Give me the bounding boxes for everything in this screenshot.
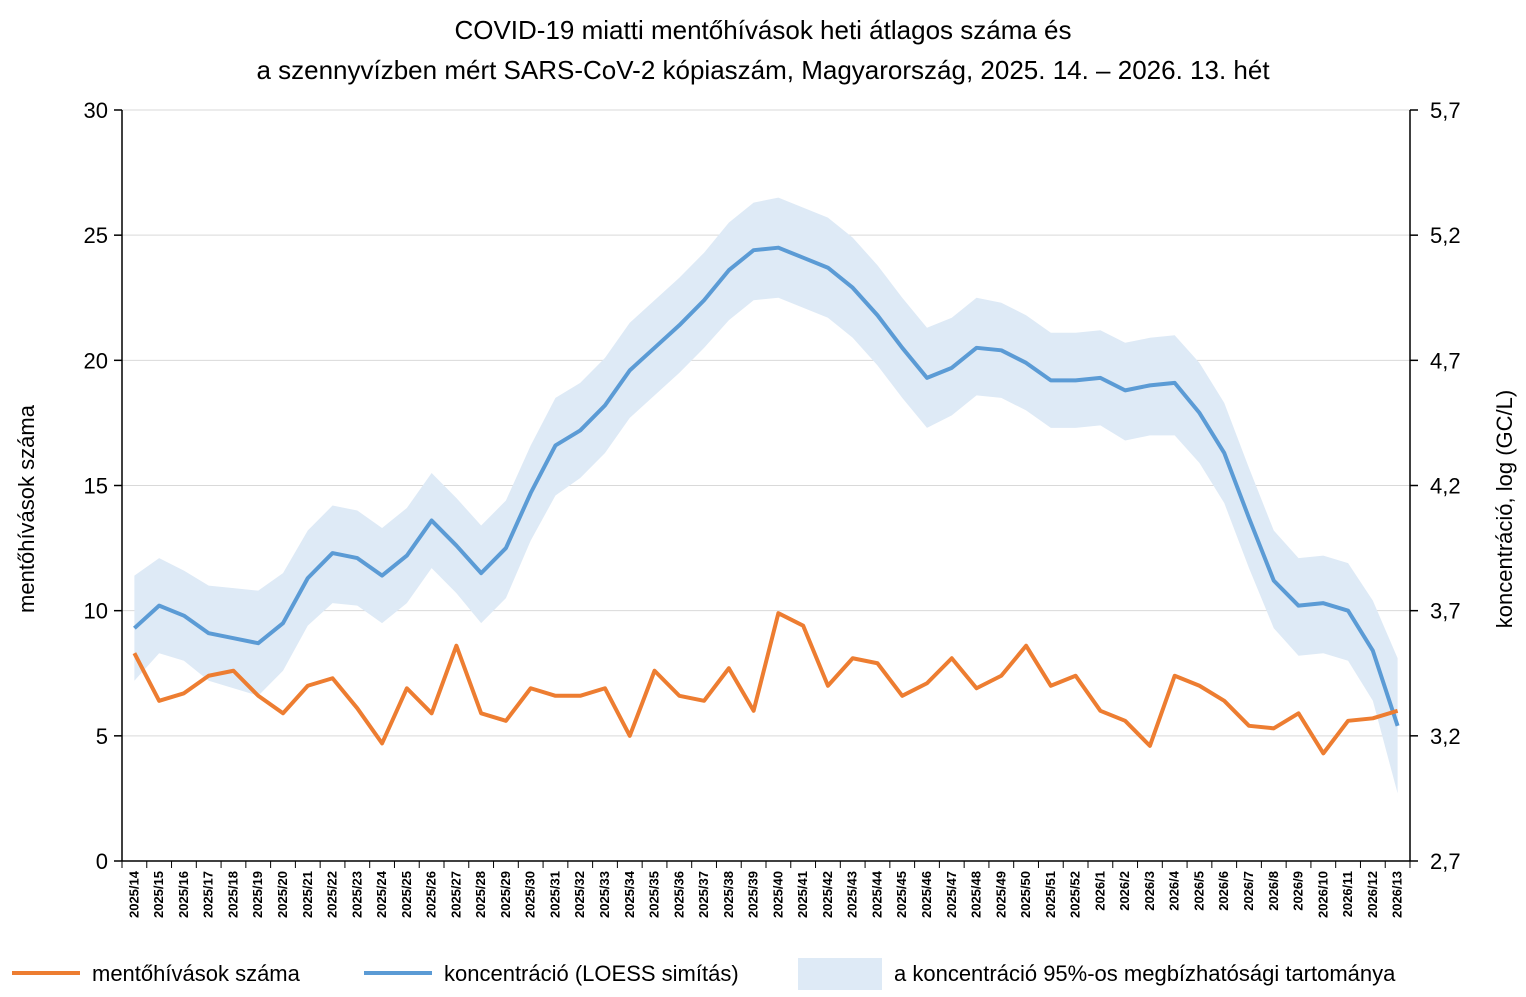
x-tick-label: 2025/20 [275,871,290,918]
x-tick-label: 2026/2 [1117,871,1132,911]
y-tick-label-right: 4,2 [1430,474,1461,499]
legend-label-band: a koncentráció 95%-os megbízhatósági tar… [894,961,1396,986]
confidence-band-area [134,197,1398,794]
x-tick-label: 2026/13 [1390,871,1405,918]
x-tick-label: 2025/19 [250,871,265,918]
y-tick-label-left: 30 [84,98,108,123]
x-tick-label: 2025/30 [523,871,538,918]
legend-swatch-band [798,958,882,990]
x-tick-label: 2025/17 [201,871,216,918]
y-tick-label-right: 4,7 [1430,348,1461,373]
series-line-calls [132,611,1399,756]
x-tick-label: 2025/26 [424,871,439,918]
x-tick-label: 2025/45 [894,871,909,918]
y-tick-label-left: 15 [84,474,108,499]
x-tick-label: 2026/5 [1191,871,1206,911]
y-tick-label-right: 5,7 [1430,98,1461,123]
x-tick-label: 2026/10 [1315,871,1330,918]
x-tick-label: 2025/39 [746,871,761,918]
x-tick-label: 2025/38 [721,871,736,918]
x-tick-label: 2025/42 [820,871,835,918]
x-tick-label: 2025/43 [845,871,860,918]
x-tick-label: 2025/27 [448,871,463,918]
right-axis-ticks: 2,7 3,2 3,7 4,2 4,7 5,2 5,7 [1410,98,1461,874]
x-tick-label: 2025/23 [349,871,364,918]
left-axis-ticks: 0 5 10 15 20 25 30 [84,98,122,874]
x-tick-label: 2025/33 [597,871,612,918]
chart-subtitle: a szennyvízben mért SARS-CoV-2 kópiaszám… [256,55,1270,85]
x-tick-label: 2026/9 [1291,871,1306,911]
x-tick-label: 2025/28 [473,871,488,918]
x-tick-label: 2025/31 [547,871,562,918]
x-tick-label: 2026/3 [1142,871,1157,911]
x-tick-label: 2025/44 [869,870,884,918]
x-tick-label: 2026/12 [1365,871,1380,918]
y-tick-label-right: 3,7 [1430,599,1461,624]
legend-label-calls: mentőhívások száma [92,961,301,986]
y-tick-label-left: 10 [84,599,108,624]
series-lines [132,245,1400,756]
x-tick-label: 2025/46 [919,871,934,918]
x-tick-label: 2025/34 [622,870,637,918]
x-tick-label: 2025/52 [1068,871,1083,918]
x-tick-label: 2025/36 [671,871,686,918]
y-tick-label-left: 5 [96,724,108,749]
y-axis-left-label: mentőhívások száma [14,404,39,613]
series-line-concentration [133,245,1400,727]
x-tick-label: 2025/22 [325,871,340,918]
x-tick-label: 2025/21 [300,871,315,918]
x-tick-label: 2026/1 [1092,871,1107,911]
x-tick-label: 2025/29 [498,871,513,918]
legend-label-concentration: koncentráció (LOESS simítás) [444,961,739,986]
x-tick-label: 2025/47 [944,871,959,918]
x-tick-label: 2026/8 [1266,871,1281,911]
y-tick-label-left: 25 [84,223,108,248]
x-tick-label: 2026/7 [1241,871,1256,911]
y-tick-label-right: 3,2 [1430,724,1461,749]
y-tick-label-right: 5,2 [1430,223,1461,248]
x-tick-label: 2025/40 [770,871,785,918]
x-tick-label: 2026/11 [1340,871,1355,917]
x-tick-label: 2025/41 [795,871,810,918]
x-tick-label: 2025/37 [696,871,711,918]
y-tick-label-left: 20 [84,348,108,373]
confidence-band [134,197,1398,794]
x-tick-label: 2025/50 [1018,871,1033,918]
x-tick-label: 2025/24 [374,870,389,918]
x-tick-label: 2026/4 [1167,870,1182,911]
x-axis-ticks: 2025/14 2025/15 2025/16 2025/17 2025/18 2025/… [121,861,1411,918]
y-axis-right-label: koncentráció, log (GC/L) [1492,390,1517,628]
x-tick-label: 2025/35 [647,871,662,918]
x-tick-label: 2025/16 [176,871,191,918]
x-tick-label: 2025/48 [969,871,984,918]
x-tick-label: 2025/15 [151,871,166,918]
y-tick-label-right: 2,7 [1430,849,1461,874]
x-tick-label: 2025/32 [572,871,587,918]
chart-title: COVID-19 miatti mentőhívások heti átlago… [454,15,1071,45]
x-tick-label: 2025/14 [126,870,141,918]
legend: mentőhívások száma koncentráció (LOESS s… [12,958,1396,990]
x-tick-label: 2025/49 [993,871,1008,918]
x-tick-label: 2025/51 [1043,871,1058,918]
x-tick-label: 2025/25 [399,871,414,918]
y-tick-label-left: 0 [96,849,108,874]
x-tick-label: 2025/18 [225,871,240,918]
x-tick-label: 2026/6 [1216,871,1231,911]
